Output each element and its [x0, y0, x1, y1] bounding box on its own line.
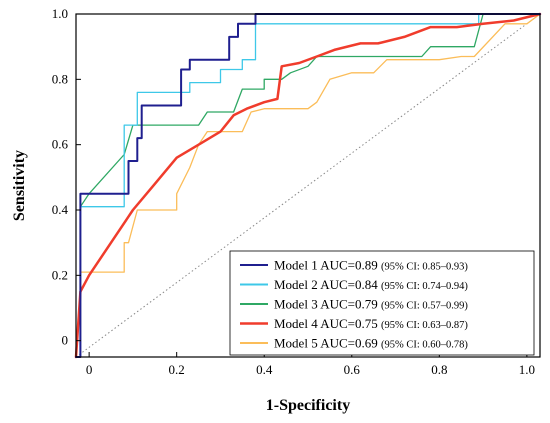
series-line-model-5 [75, 13, 541, 358]
legend-label: Model 5 AUC=0.69 [274, 336, 381, 351]
legend-ci: (95% CI: 0.60–0.78) [381, 340, 468, 351]
legend-label: Model 2 AUC=0.84 [274, 277, 381, 292]
x-tick-label: 0.6 [344, 362, 361, 377]
legend-entry-model-2: Model 2 AUC=0.84 (95% CI: 0.74–0.94) [274, 277, 468, 292]
x-tick-label: 0.2 [169, 362, 185, 377]
series-line-model-3 [75, 13, 541, 358]
y-tick-label: 0.2 [52, 267, 68, 282]
y-tick-label: 1.0 [52, 6, 68, 21]
x-axis-title: 1-Specificity [266, 397, 350, 414]
y-axis-title: Sensitivity [11, 150, 28, 221]
x-tick-label: 0.4 [256, 362, 273, 377]
x-tick-label: 1.0 [519, 362, 535, 377]
legend: Model 1 AUC=0.89 (95% CI: 0.85–0.93)Mode… [229, 250, 535, 356]
y-tick-label: 0 [62, 333, 69, 348]
legend-box [229, 250, 535, 356]
series-line-model-4 [74, 12, 542, 359]
legend-ci: (95% CI: 0.57–0.99) [381, 301, 468, 312]
legend-entry-model-5: Model 5 AUC=0.69 (95% CI: 0.60–0.78) [274, 336, 468, 351]
legend-ci: (95% CI: 0.85–0.93) [381, 262, 468, 273]
legend-label: Model 4 AUC=0.75 [274, 316, 381, 331]
y-tick-label: 0.6 [52, 137, 69, 152]
plot-frame [75, 13, 541, 358]
x-tick-label: 0.8 [431, 362, 447, 377]
legend-ci: (95% CI: 0.63–0.87) [381, 320, 468, 331]
legend-entry-model-4: Model 4 AUC=0.75 (95% CI: 0.63–0.87) [274, 316, 468, 331]
series-line-model-2 [75, 13, 541, 358]
y-tick-label: 0.8 [52, 71, 68, 86]
legend-label: Model 1 AUC=0.89 [274, 258, 381, 273]
x-tick-label: 0 [86, 362, 93, 377]
legend-label: Model 3 AUC=0.79 [274, 297, 381, 312]
y-tick-label: 0.4 [52, 202, 69, 217]
legend-entry-model-1: Model 1 AUC=0.89 (95% CI: 0.85–0.93) [274, 258, 468, 273]
series-line-model-1 [75, 13, 541, 358]
reference-diagonal [75, 13, 541, 358]
legend-entry-model-3: Model 3 AUC=0.79 (95% CI: 0.57–0.99) [274, 297, 468, 312]
legend-ci: (95% CI: 0.74–0.94) [381, 281, 468, 292]
